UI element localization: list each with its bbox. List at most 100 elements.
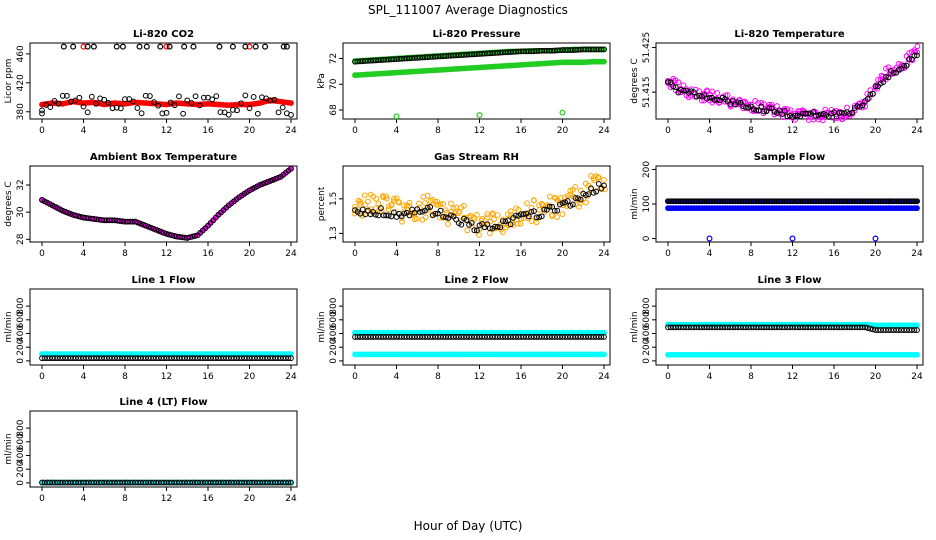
panel-7: Line 1 Flow 0 4 8 12 16 20 24 0 200400600800ml/mi… [4,275,298,382]
data-point [155,227,162,234]
data-point [192,232,198,239]
data-point [288,355,294,362]
data-point [134,105,141,111]
data-point [78,213,84,220]
data-point [601,334,607,340]
data-point [474,211,480,218]
data-point [706,94,713,101]
x-tick-label: 24 [911,249,923,259]
panel-title: Li-820 Temperature [734,29,844,40]
data-point [554,214,561,220]
data-point [486,225,493,232]
data-point [849,109,856,116]
x-tick-label: 12 [161,249,172,259]
data-point [867,91,874,98]
data-point [528,218,535,224]
data-point [864,96,871,102]
data-point [859,99,866,106]
outlier-point [166,43,173,50]
y-tick-label: 30 [16,206,26,218]
data-point [914,351,920,358]
data-point [62,208,69,215]
x-tick-label: 12 [787,372,798,382]
data-point [458,204,465,211]
data-point [531,208,537,215]
data-point [755,100,762,107]
data-point [880,79,887,86]
data-point [572,195,579,201]
x-tick-label: 16 [202,372,214,382]
data-point [901,62,907,69]
data-point [84,109,91,116]
data-point [200,94,207,101]
y-axis-label: degrees C [630,58,640,103]
x-tick-label: 16 [515,126,527,136]
panel-title: Line 4 (LT) Flow [119,397,207,408]
data-point [75,213,82,220]
data-point [267,178,274,184]
y-tick-label: 200 [642,338,652,355]
data-point [422,200,428,206]
data-point [153,226,160,233]
data-point [142,92,149,99]
data-point [171,102,178,109]
outlier-point [84,43,91,50]
series-black [39,479,294,486]
data-point [375,200,382,207]
data-point [413,215,420,222]
data-point [437,207,444,214]
x-tick-label: 0 [665,249,671,259]
y-tick-label: 400 [16,325,26,342]
data-point [745,104,752,111]
data-point [135,219,141,226]
outlier-point [252,43,259,50]
y-tick-label: 380 [16,103,26,120]
data-point [458,221,465,228]
x-tick-label: 8 [122,494,128,504]
y-tick-label: 400 [16,447,26,464]
data-point [595,180,602,187]
plot-frame [342,288,611,366]
series-cyan [352,329,607,336]
data-point [272,175,279,182]
data-point [755,107,762,114]
data-point [47,104,54,111]
data-point [549,203,556,210]
x-tick-label: 24 [285,494,297,504]
figure-title: SPL_111007 Average Diagnostics [368,3,568,17]
data-point [126,96,133,102]
series-cyan [665,351,920,358]
data-point [665,79,671,85]
data-point [351,210,358,217]
x-tick-label: 16 [515,249,527,259]
y-tick-label: 0 [16,358,26,364]
series-black [39,43,294,118]
data-point [497,224,504,231]
y-tick-label: 0 [16,480,26,486]
data-point [76,94,83,101]
plot-frame [29,410,298,488]
x-tick-label: 12 [161,494,172,504]
data-point [285,479,292,486]
outlier-point [283,43,290,50]
data-point [577,200,584,207]
x-tick-label: 24 [598,372,610,382]
data-point [698,97,705,104]
data-point [722,98,728,105]
y-tick-label: 70 [329,78,339,90]
outlier-point [706,235,713,242]
panel-title: Gas Stream RH [434,152,519,163]
data-point [186,234,193,241]
x-tick-label: 0 [665,372,671,382]
data-point [774,103,780,109]
data-point [189,233,196,240]
data-point [370,211,377,217]
data-point [680,87,687,94]
data-point [867,87,874,94]
x-tick-label: 16 [202,494,214,504]
data-point [59,207,66,214]
data-point [147,93,153,99]
data-point [846,110,853,117]
data-point [213,93,220,100]
y-axis-label: percent [317,186,327,221]
